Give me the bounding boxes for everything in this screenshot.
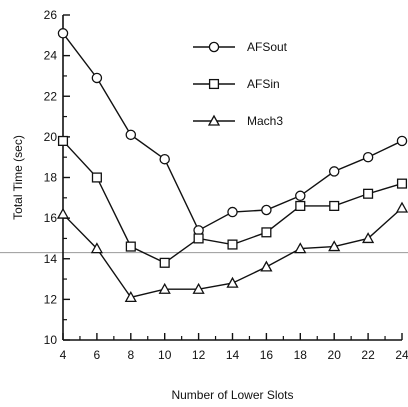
x-tick-label: 20 (328, 348, 342, 362)
data-point-circle (227, 206, 238, 218)
legend-label: AFSout (247, 40, 288, 54)
data-point-circle (125, 129, 137, 141)
data-point-triangle (395, 201, 408, 213)
data-point-circle (396, 135, 408, 147)
series-AFSin (57, 135, 408, 268)
series-Mach3 (56, 201, 408, 302)
y-tick-label: 26 (44, 8, 58, 22)
x-tick-label: 6 (94, 348, 101, 362)
y-tick-label: 18 (44, 171, 58, 185)
series-line (62, 32, 403, 232)
y-tick-label: 20 (44, 130, 58, 144)
x-tick-label: 10 (158, 348, 172, 362)
data-point-triangle (192, 282, 205, 294)
data-point-triangle (90, 242, 104, 254)
x-tick-label: 22 (361, 348, 375, 362)
y-axis-title: Total Time (sec) (11, 135, 25, 220)
data-point-square (396, 178, 408, 189)
data-point-circle (295, 190, 306, 202)
y-tick-label: 22 (44, 89, 58, 103)
y-tick-label: 10 (44, 333, 58, 347)
data-point-square (261, 227, 272, 238)
data-point-square (227, 239, 238, 250)
data-point-square (295, 200, 306, 211)
data-point-circle (159, 153, 170, 165)
data-point-square (159, 257, 170, 268)
data-point-circle (362, 151, 374, 163)
legend-label: AFSin (247, 77, 280, 91)
legend-entry: Mach3 (193, 114, 283, 128)
y-tick-label: 14 (44, 252, 58, 266)
x-tick-label: 14 (226, 348, 240, 362)
series-AFSout (57, 28, 408, 236)
data-point-triangle (260, 260, 273, 272)
data-point-triangle (158, 282, 171, 294)
legend-entry: AFSout (193, 40, 288, 54)
x-tick-label: 4 (60, 348, 67, 362)
data-point-square (57, 135, 69, 146)
data-point-square (91, 172, 102, 183)
data-point-circle (261, 204, 272, 216)
y-tick-label: 24 (44, 49, 58, 63)
data-point-square (329, 200, 340, 211)
x-tick-label: 18 (294, 348, 308, 362)
data-point-circle (208, 41, 220, 53)
y-tick-label: 16 (44, 211, 58, 225)
data-point-circle (328, 166, 340, 177)
data-point-triangle (56, 207, 70, 219)
data-point-triangle (124, 291, 137, 302)
data-point-triangle (328, 240, 341, 252)
data-point-triangle (361, 232, 375, 244)
x-tick-label: 16 (260, 348, 274, 362)
data-point-triangle (226, 276, 239, 288)
x-tick-label: 12 (192, 348, 206, 362)
data-point-square (363, 188, 374, 199)
data-point-square (125, 241, 136, 252)
legend-entry: AFSin (193, 77, 280, 91)
data-point-circle (91, 72, 103, 84)
data-point-circle (57, 28, 69, 39)
data-point-triangle (294, 242, 307, 254)
x-tick-label: 24 (395, 348, 408, 362)
x-tick-label: 8 (127, 348, 134, 362)
data-point-square (193, 233, 204, 244)
y-tick-label: 12 (44, 292, 58, 306)
data-point-square (208, 78, 220, 90)
data-point-triangle (207, 114, 221, 126)
legend-label: Mach3 (247, 114, 283, 128)
x-axis-title: Number of Lower Slots (171, 388, 293, 402)
